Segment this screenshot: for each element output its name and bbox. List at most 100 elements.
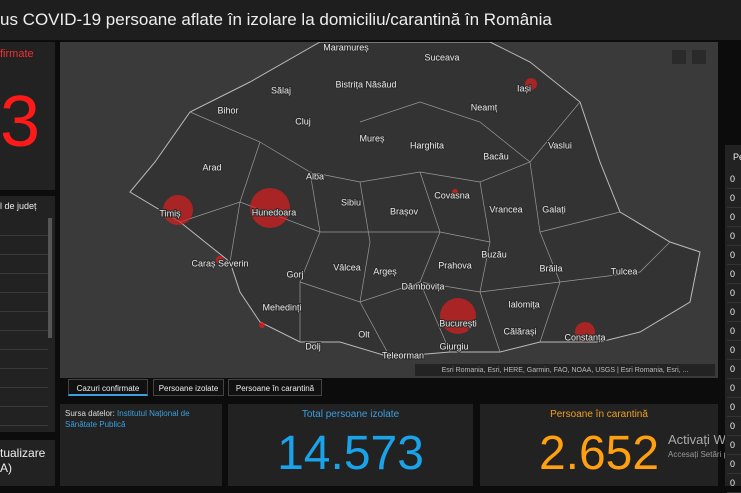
county-label: Maramureș [323, 42, 369, 52]
bubble[interactable] [575, 322, 595, 342]
list-row[interactable] [0, 406, 48, 426]
county-label: Dolj [305, 341, 321, 351]
county-label: Prahova [438, 260, 472, 270]
right-row[interactable]: 0 [727, 189, 741, 208]
bubble[interactable] [440, 298, 476, 334]
list-row[interactable] [0, 387, 48, 407]
source-label: Sursa datelor: [65, 409, 115, 418]
right-row[interactable]: 0 [727, 379, 741, 398]
county-label: Argeș [373, 266, 397, 276]
county-label: Constanța [564, 332, 605, 342]
county-label: Mureș [359, 133, 385, 143]
county-label: Mehedinți [262, 302, 301, 312]
county-label: Vâlcea [333, 262, 361, 272]
attribution: Esri Romania, Esri, HERE, Garmin, FAO, N… [442, 367, 689, 374]
title-bar: us COVID-19 persoane aflate în izolare l… [0, 0, 741, 40]
tab[interactable]: Persoane izolate [153, 379, 224, 396]
county-label: Alba [306, 171, 324, 181]
county-label: Giurgiu [439, 341, 468, 351]
country-outline [129, 42, 701, 358]
county-label: Dâmbovița [401, 281, 444, 291]
county-label: Sibiu [341, 197, 361, 207]
county-label: Vrancea [489, 204, 522, 214]
county-label: Brăila [539, 263, 562, 273]
list-row[interactable] [0, 368, 48, 388]
county-label: Timiș [159, 208, 181, 218]
right-row[interactable]: 0 [727, 284, 741, 303]
county-label: Bistrița Năsăud [335, 79, 396, 89]
update-label: tualizare [0, 446, 46, 460]
isolated-panel: Total persoane izolate 14.573 [228, 404, 473, 486]
county-label: Călărași [503, 326, 536, 336]
county-label: Ialomița [508, 299, 540, 309]
map[interactable]: Maramureș Suceava Sălaj Bistrița Năsăud Iași… [60, 42, 718, 378]
list-row[interactable] [0, 349, 48, 369]
bubble[interactable] [163, 195, 193, 225]
list-row[interactable] [0, 273, 48, 293]
bubble[interactable] [525, 78, 537, 90]
county-label: Harghita [410, 140, 444, 150]
county-label: Brașov [390, 206, 419, 216]
list-row[interactable] [0, 254, 48, 274]
county-label: Tulcea [611, 266, 638, 276]
quarantine-value: 2.652 [538, 427, 660, 480]
right-row[interactable]: 0 [727, 170, 741, 189]
confirmed-value: 3 [0, 82, 41, 162]
list-row[interactable] [0, 330, 48, 350]
county-label: Caraș Severin [191, 258, 248, 268]
right-row[interactable]: 0 [727, 398, 741, 417]
county-borders [179, 101, 671, 358]
list-row[interactable] [0, 216, 48, 236]
isolated-value: 14.573 [277, 427, 424, 480]
right-row[interactable]: 0 [727, 360, 741, 379]
county-label: Hunedoara [252, 207, 297, 217]
tab[interactable]: Cazuri confirmate [68, 379, 148, 396]
right-row[interactable]: 0 [727, 303, 741, 322]
county-label: Bacău [483, 151, 509, 161]
list-row[interactable] [0, 235, 48, 255]
case-bubbles [163, 78, 595, 342]
confirmed-label: firmate [0, 48, 34, 60]
bubble[interactable] [216, 256, 224, 264]
right-panel [725, 145, 741, 486]
list-row[interactable] [0, 311, 48, 331]
right-row[interactable]: 0 [727, 227, 741, 246]
quarantine-panel: Persoane în carantină 2.652 [480, 404, 718, 486]
county-label: Olt [358, 329, 370, 339]
source-panel: Sursa datelor: Institutul Național de Să… [60, 404, 222, 486]
update-sub: A) [0, 461, 12, 475]
county-label: Neamț [471, 102, 498, 112]
right-row[interactable]: 0 [727, 455, 741, 474]
county-label: Suceava [424, 52, 459, 62]
right-row[interactable]: 0 [727, 208, 741, 227]
county-list-panel: l de județ [0, 196, 55, 432]
right-row[interactable]: 0 [727, 246, 741, 265]
right-header: Pe [733, 152, 741, 162]
bubble[interactable] [452, 189, 458, 195]
basemap-button[interactable] [692, 50, 706, 64]
county-labels: Maramureș Suceava Sălaj Bistrița Năsăud Iași… [158, 42, 638, 361]
right-row[interactable]: 0 [727, 436, 741, 455]
right-row[interactable]: 0 [727, 341, 741, 360]
right-row[interactable]: 0 [727, 322, 741, 341]
source-link[interactable]: Institutul Național de Sănătate Publică [65, 409, 190, 429]
right-row[interactable]: 0 [727, 417, 741, 436]
quarantine-label: Persoane în carantină [550, 409, 648, 420]
county-label: Gorj [286, 269, 303, 279]
right-row[interactable]: 0 [727, 474, 741, 493]
list-row[interactable] [0, 292, 48, 312]
isolated-label: Total persoane izolate [301, 409, 400, 420]
county-label: Cluj [295, 116, 311, 126]
county-label: Galați [542, 204, 566, 214]
watermark-line1: Activați Wind [668, 432, 741, 447]
county-label: Bihor [217, 105, 238, 115]
tab[interactable]: Persoane în carantină [228, 379, 322, 396]
attribution-bg [415, 364, 715, 376]
county-label: Vaslui [548, 140, 572, 150]
scrollbar[interactable] [48, 218, 52, 338]
right-row[interactable]: 0 [727, 265, 741, 284]
list-title: l de județ [0, 201, 37, 211]
legend-button[interactable] [672, 50, 686, 64]
bubble[interactable] [259, 322, 265, 328]
bubble[interactable] [250, 188, 290, 228]
